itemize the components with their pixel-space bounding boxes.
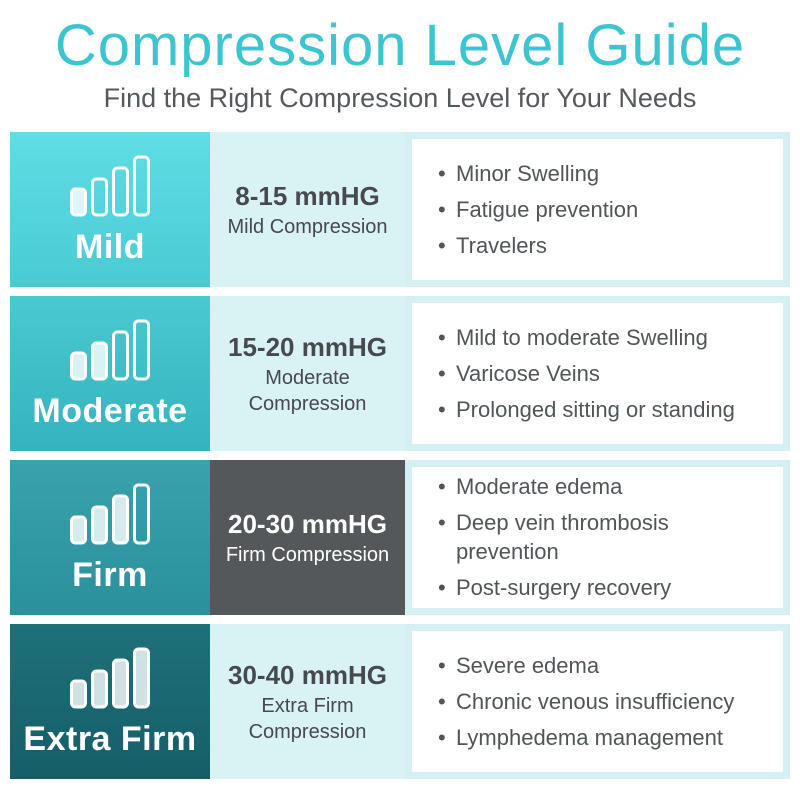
pressure-range: 30-40 mmHG (228, 659, 387, 690)
pressure-range: 8-15 mmHG (235, 180, 380, 211)
level-name-cell: Moderate (10, 295, 210, 451)
level-label: Mild (75, 227, 145, 266)
pressure-cell: 8-15 mmHG Mild Compression (210, 131, 405, 287)
level-name-cell: Firm (10, 459, 210, 615)
pressure-cell: 15-20 mmHG Moderate Compression (210, 295, 405, 451)
pressure-range: 15-20 mmHG (228, 331, 387, 362)
pressure-caption: Firm Compression (225, 543, 390, 566)
use-item: Travelers (434, 231, 638, 260)
use-item: Prolonged sitting or standing (434, 395, 735, 424)
level-name-cell: Mild (10, 131, 210, 287)
use-item: Lymphedema management (434, 723, 734, 752)
level-label: Firm (72, 555, 148, 594)
compression-level-row-mild: Mild 8-15 mmHG Mild Compression Minor Sw… (10, 131, 790, 287)
use-item: Moderate edema (434, 472, 773, 501)
compression-table: Mild 8-15 mmHG Mild Compression Minor Sw… (10, 131, 790, 779)
signal-bars-2-of-4-icon (70, 319, 150, 381)
use-item: Minor Swelling (434, 159, 638, 188)
use-item: Fatigue prevention (434, 195, 638, 224)
signal-bars-3-of-4-icon (70, 483, 150, 545)
uses-panel: Severe edema Chronic venous insufficiency… (405, 623, 790, 779)
signal-bars-1-of-4-icon (70, 155, 150, 217)
pressure-cell: 30-40 mmHG Extra Firm Compression (210, 623, 405, 779)
use-item: Varicose Veins (434, 359, 735, 388)
use-item: Severe edema (434, 651, 734, 680)
level-name-cell: Extra Firm (10, 623, 210, 779)
header: Compression Level Guide Find the Right C… (10, 13, 790, 114)
pressure-range: 20-30 mmHG (228, 508, 387, 539)
uses-list: Mild to moderate Swelling Varicose Veins P… (412, 316, 745, 431)
use-item: Mild to moderate Swelling (434, 323, 735, 352)
use-item: Deep vein thrombosis prevention (434, 508, 773, 566)
pressure-caption: Mild Compression (227, 215, 388, 238)
compression-level-row-extra-firm: Extra Firm 30-40 mmHG Extra Firm Compres… (10, 623, 790, 779)
use-item: Post-surgery recovery (434, 573, 773, 602)
compression-level-row-firm: Firm 20-30 mmHG Firm Compression Moderat… (10, 459, 790, 615)
level-label: Extra Firm (23, 719, 197, 758)
pressure-cell: 20-30 mmHG Firm Compression (210, 459, 405, 615)
uses-list: Severe edema Chronic venous insufficiency… (412, 644, 744, 759)
uses-list: Minor Swelling Fatigue prevention Traveler… (412, 152, 648, 267)
level-label: Moderate (32, 391, 188, 430)
uses-panel: Minor Swelling Fatigue prevention Traveler… (405, 131, 790, 287)
uses-panel: Moderate edema Deep vein thrombosis preve… (405, 459, 790, 615)
compression-level-row-moderate: Moderate 15-20 mmHG Moderate Compression… (10, 295, 790, 451)
page-title: Compression Level Guide (54, 13, 746, 78)
pressure-caption: Moderate Compression (248, 366, 367, 415)
uses-panel: Mild to moderate Swelling Varicose Veins P… (405, 295, 790, 451)
pressure-caption: Extra Firm Compression (248, 694, 367, 743)
use-item: Chronic venous insufficiency (434, 687, 734, 716)
uses-list: Moderate edema Deep vein thrombosis preve… (412, 465, 783, 609)
signal-bars-4-of-4-icon (70, 647, 150, 709)
page-subtitle: Find the Right Compression Level for You… (103, 82, 697, 113)
